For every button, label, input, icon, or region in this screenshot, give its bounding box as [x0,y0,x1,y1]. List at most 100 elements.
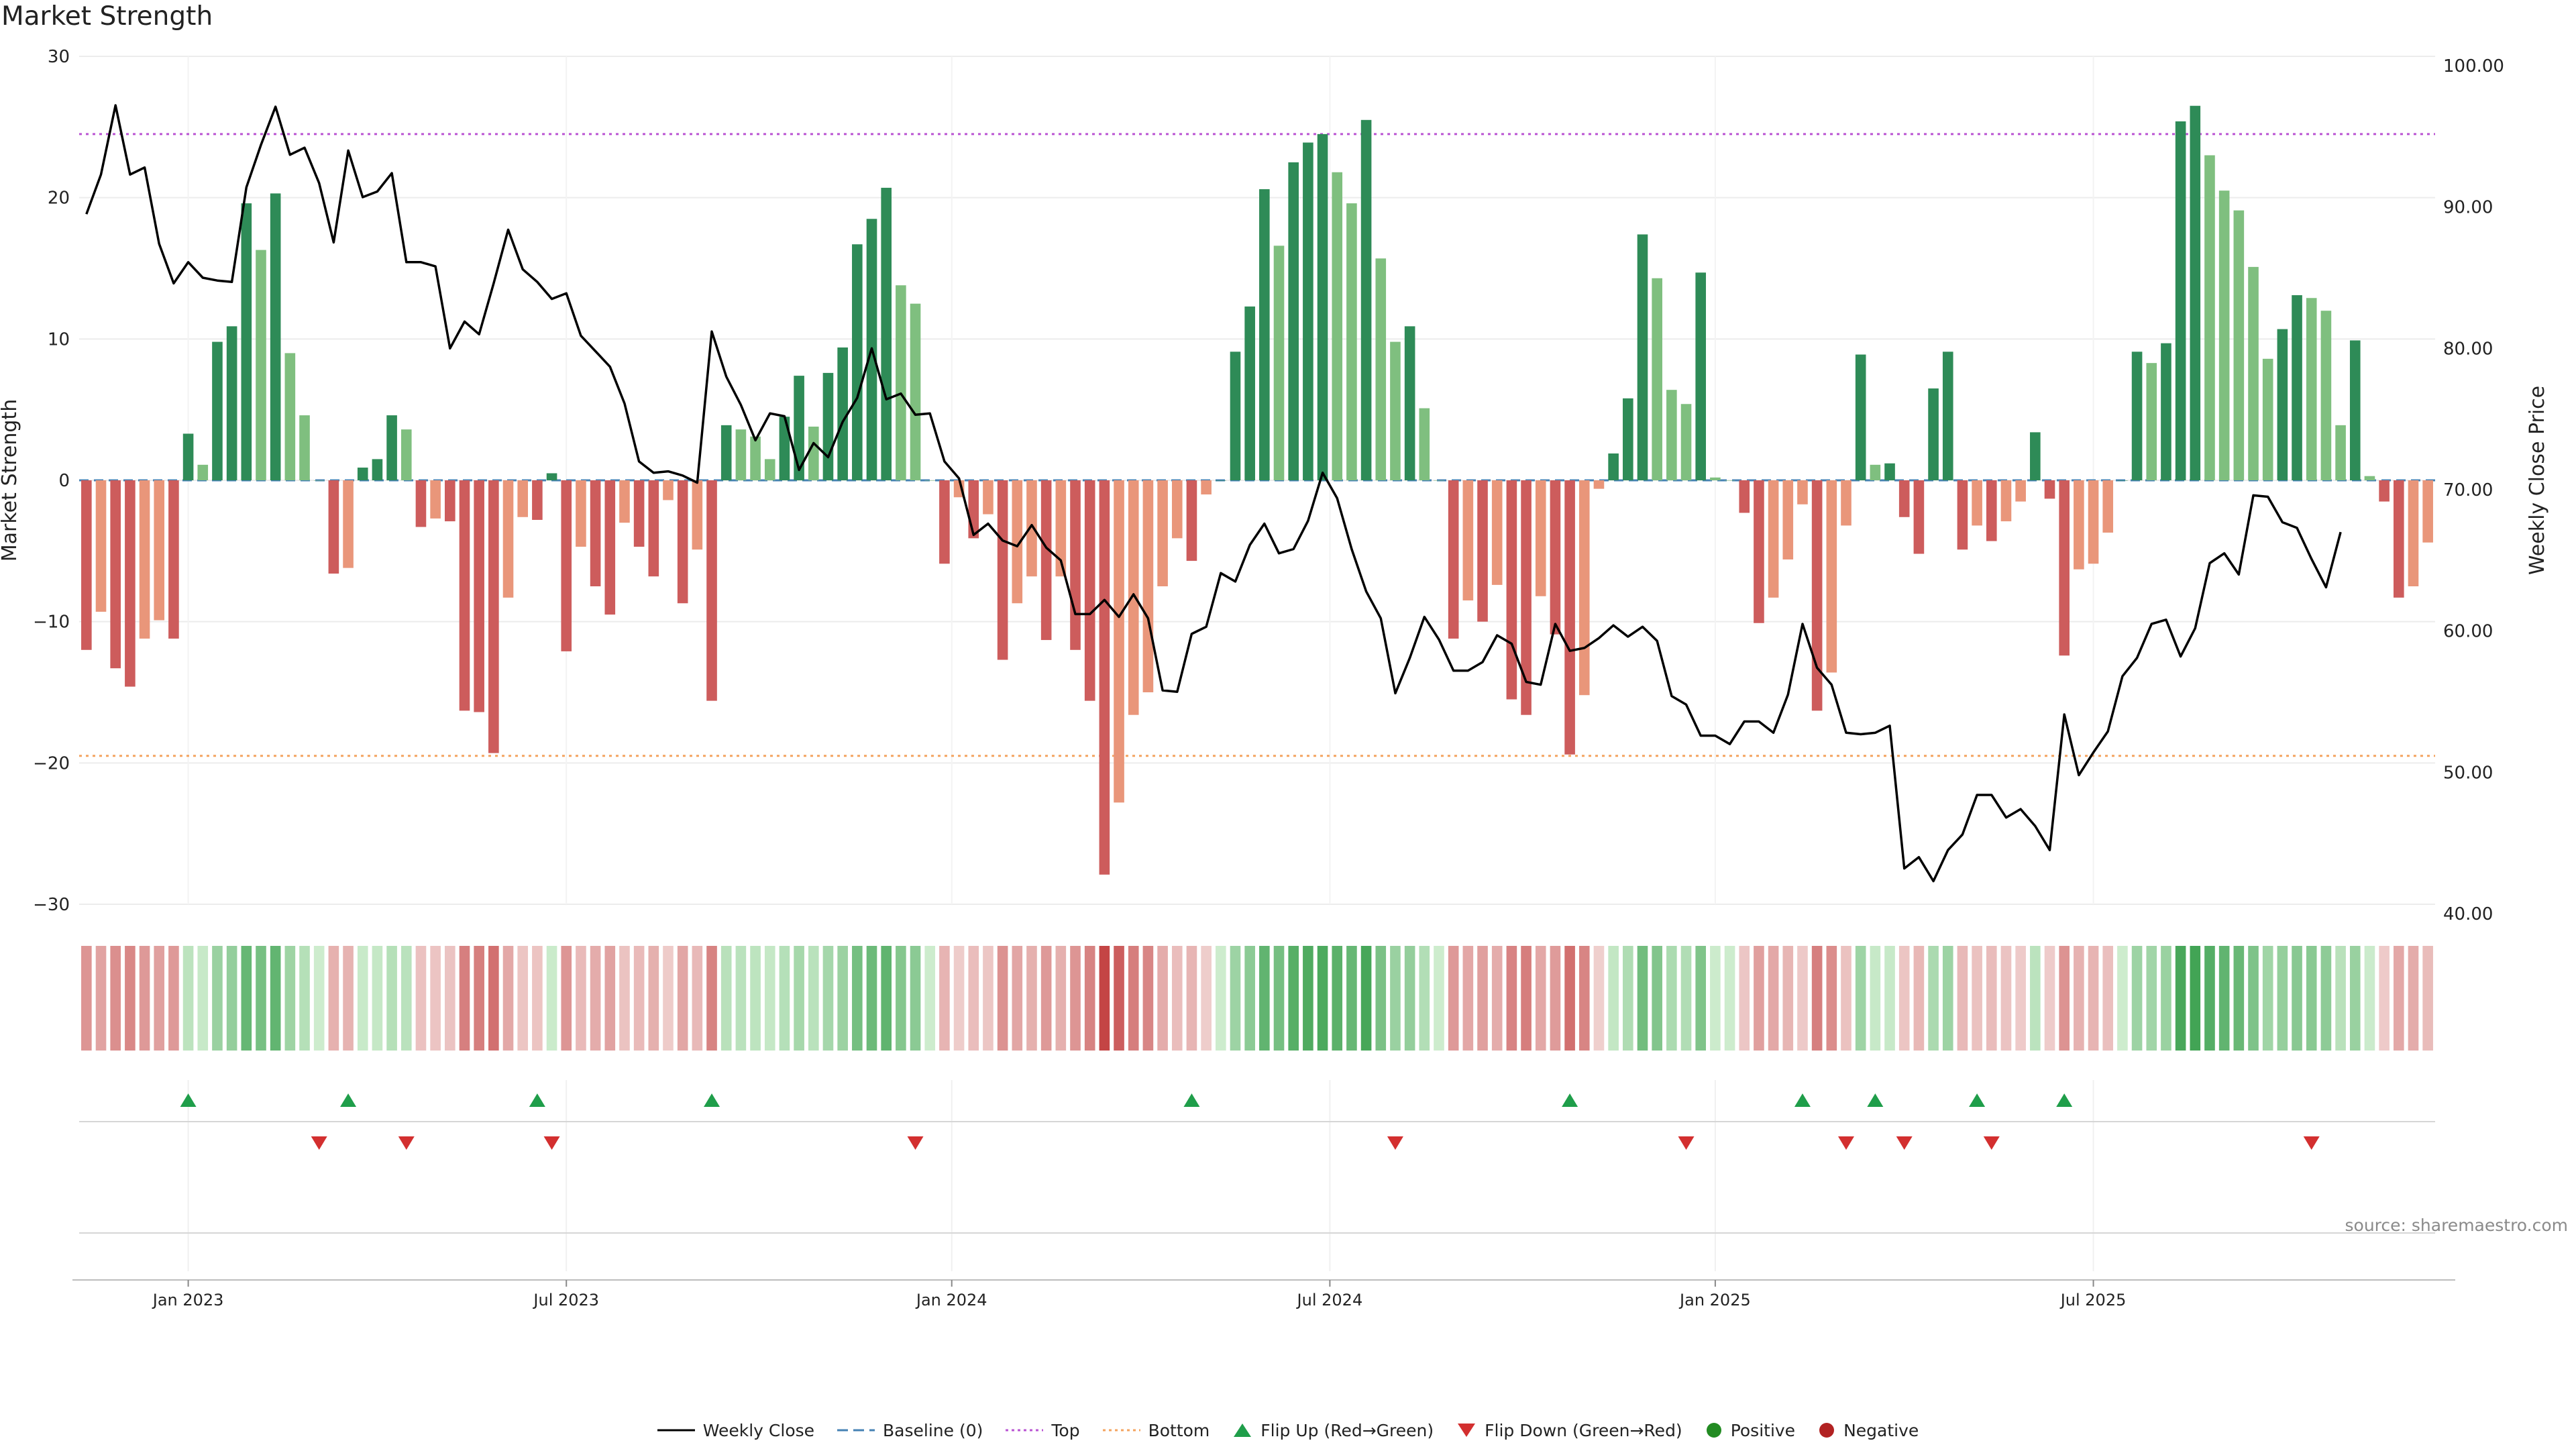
legend-label: Flip Down (Green→Red) [1485,1420,1682,1440]
strength-bar [1244,306,1255,480]
strength-bar [1434,480,1444,481]
strength-bar [633,480,645,547]
heat-strip-cell [968,946,979,1051]
legend-item-positive: Positive [1705,1421,1795,1440]
strength-bar [284,353,296,480]
strength-bar [2015,480,2026,502]
strength-bar [1142,480,1154,692]
strength-bar [299,415,310,480]
heat-strip-cell [2059,946,2070,1051]
y-tick-label-left: 30 [48,47,70,67]
strength-bar [1710,477,1721,480]
heat-strip-cell [794,946,804,1051]
heat-strip-cell [2335,946,2346,1051]
heat-strip-cell [168,946,179,1051]
strength-bar [343,480,354,568]
heat-strip-cell [1171,946,1183,1051]
strength-bar [2292,295,2302,480]
flip-up-marker [1794,1093,1811,1107]
strength-bar [95,480,107,612]
heat-strip-cell [2364,946,2375,1051]
heat-strip-cell [939,946,950,1051]
circle-icon [1819,1423,1835,1438]
heat-strip-cell [953,946,965,1051]
heat-strip-cell [1186,946,1197,1051]
heat-strip-cell [2131,946,2143,1051]
heat-strip-cell [1055,946,1067,1051]
heat-strip-cell [1826,946,1837,1051]
legend-label: Positive [1730,1420,1796,1440]
heat-strip-cell [1128,946,1139,1051]
strength-bar [1040,480,1052,641]
heat-strip-cell [2408,946,2419,1051]
strength-bar [270,193,281,480]
strength-bar [256,250,266,480]
strength-bar [415,480,427,527]
y-tick-label-left: 20 [48,189,70,209]
heat-strip-cell [808,946,819,1051]
strength-bar [619,480,630,523]
heat-strip-cell [1332,946,1343,1051]
heat-strip-cell [270,946,281,1051]
strength-bar [1114,480,1124,803]
flip-down-marker [1896,1136,1913,1150]
heat-strip-cell [1564,946,1575,1051]
strength-bar [1870,464,1881,480]
heat-strip-cell [1680,946,1692,1051]
strength-bar [2349,340,2361,480]
strength-bar [1201,480,1212,495]
heat-strip-cell [866,946,877,1051]
strength-bar [1099,480,1110,875]
flip-up-marker [1183,1093,1200,1107]
heat-strip-cell [2233,946,2245,1051]
strength-bar [2030,432,2041,480]
strength-bar [1288,162,1299,480]
strength-bar [735,429,747,480]
strength-bar [1754,480,1764,623]
strength-bar [2074,480,2084,570]
heat-strip-cell [343,946,354,1051]
strength-bar [2146,363,2157,480]
strength-bar [2277,329,2288,480]
strength-bar [532,480,543,520]
heat-strip-cell [1739,946,1750,1051]
heat-strip-cell [852,946,863,1051]
heat-strip-cell [2190,946,2201,1051]
strength-bar [1826,480,1837,673]
strength-bar [1303,142,1313,481]
heat-strip-cell [997,946,1008,1051]
strength-bar [852,244,863,480]
strength-bar [182,433,194,480]
chart-title: Market Strength [1,1,213,32]
heat-strip-cell [1942,946,1953,1051]
heat-strip-cell [1390,946,1401,1051]
strength-bar [1797,480,1808,504]
strength-bar [1972,480,1982,526]
heat-strip-cell [1506,946,1517,1051]
heat-strip-cell [1259,946,1270,1051]
heat-strip-cell [633,946,645,1051]
heat-strip-cell [1244,946,1255,1051]
strength-bar [1171,480,1183,539]
x-tick-label: Jan 2024 [915,1291,987,1309]
heat-strip-cell [2146,946,2157,1051]
strength-bar [2175,121,2186,480]
legend-item-weekly-close: Weekly Close [657,1421,814,1440]
strength-bar [546,473,557,480]
heat-strip-cell [2248,946,2259,1051]
weekly-close-polyline [85,104,2342,883]
y-tick-label-left: 0 [58,471,70,491]
heat-strip-cell [604,946,616,1051]
heat-strip-cell [197,946,209,1051]
heat-strip-cell [154,946,165,1051]
heat-strip-cell [415,946,427,1051]
strength-bar [2102,480,2114,533]
heat-strip-cell [896,946,906,1051]
source-note: source: sharemaestro.com [2345,1216,2569,1235]
heat-strip-cell [1972,946,1982,1051]
heat-strip-cell [1578,946,1590,1051]
strength-bar [430,480,441,519]
strength-bar [2131,352,2143,480]
strength-bar [706,480,717,701]
heat-strip-cell [1040,946,1052,1051]
